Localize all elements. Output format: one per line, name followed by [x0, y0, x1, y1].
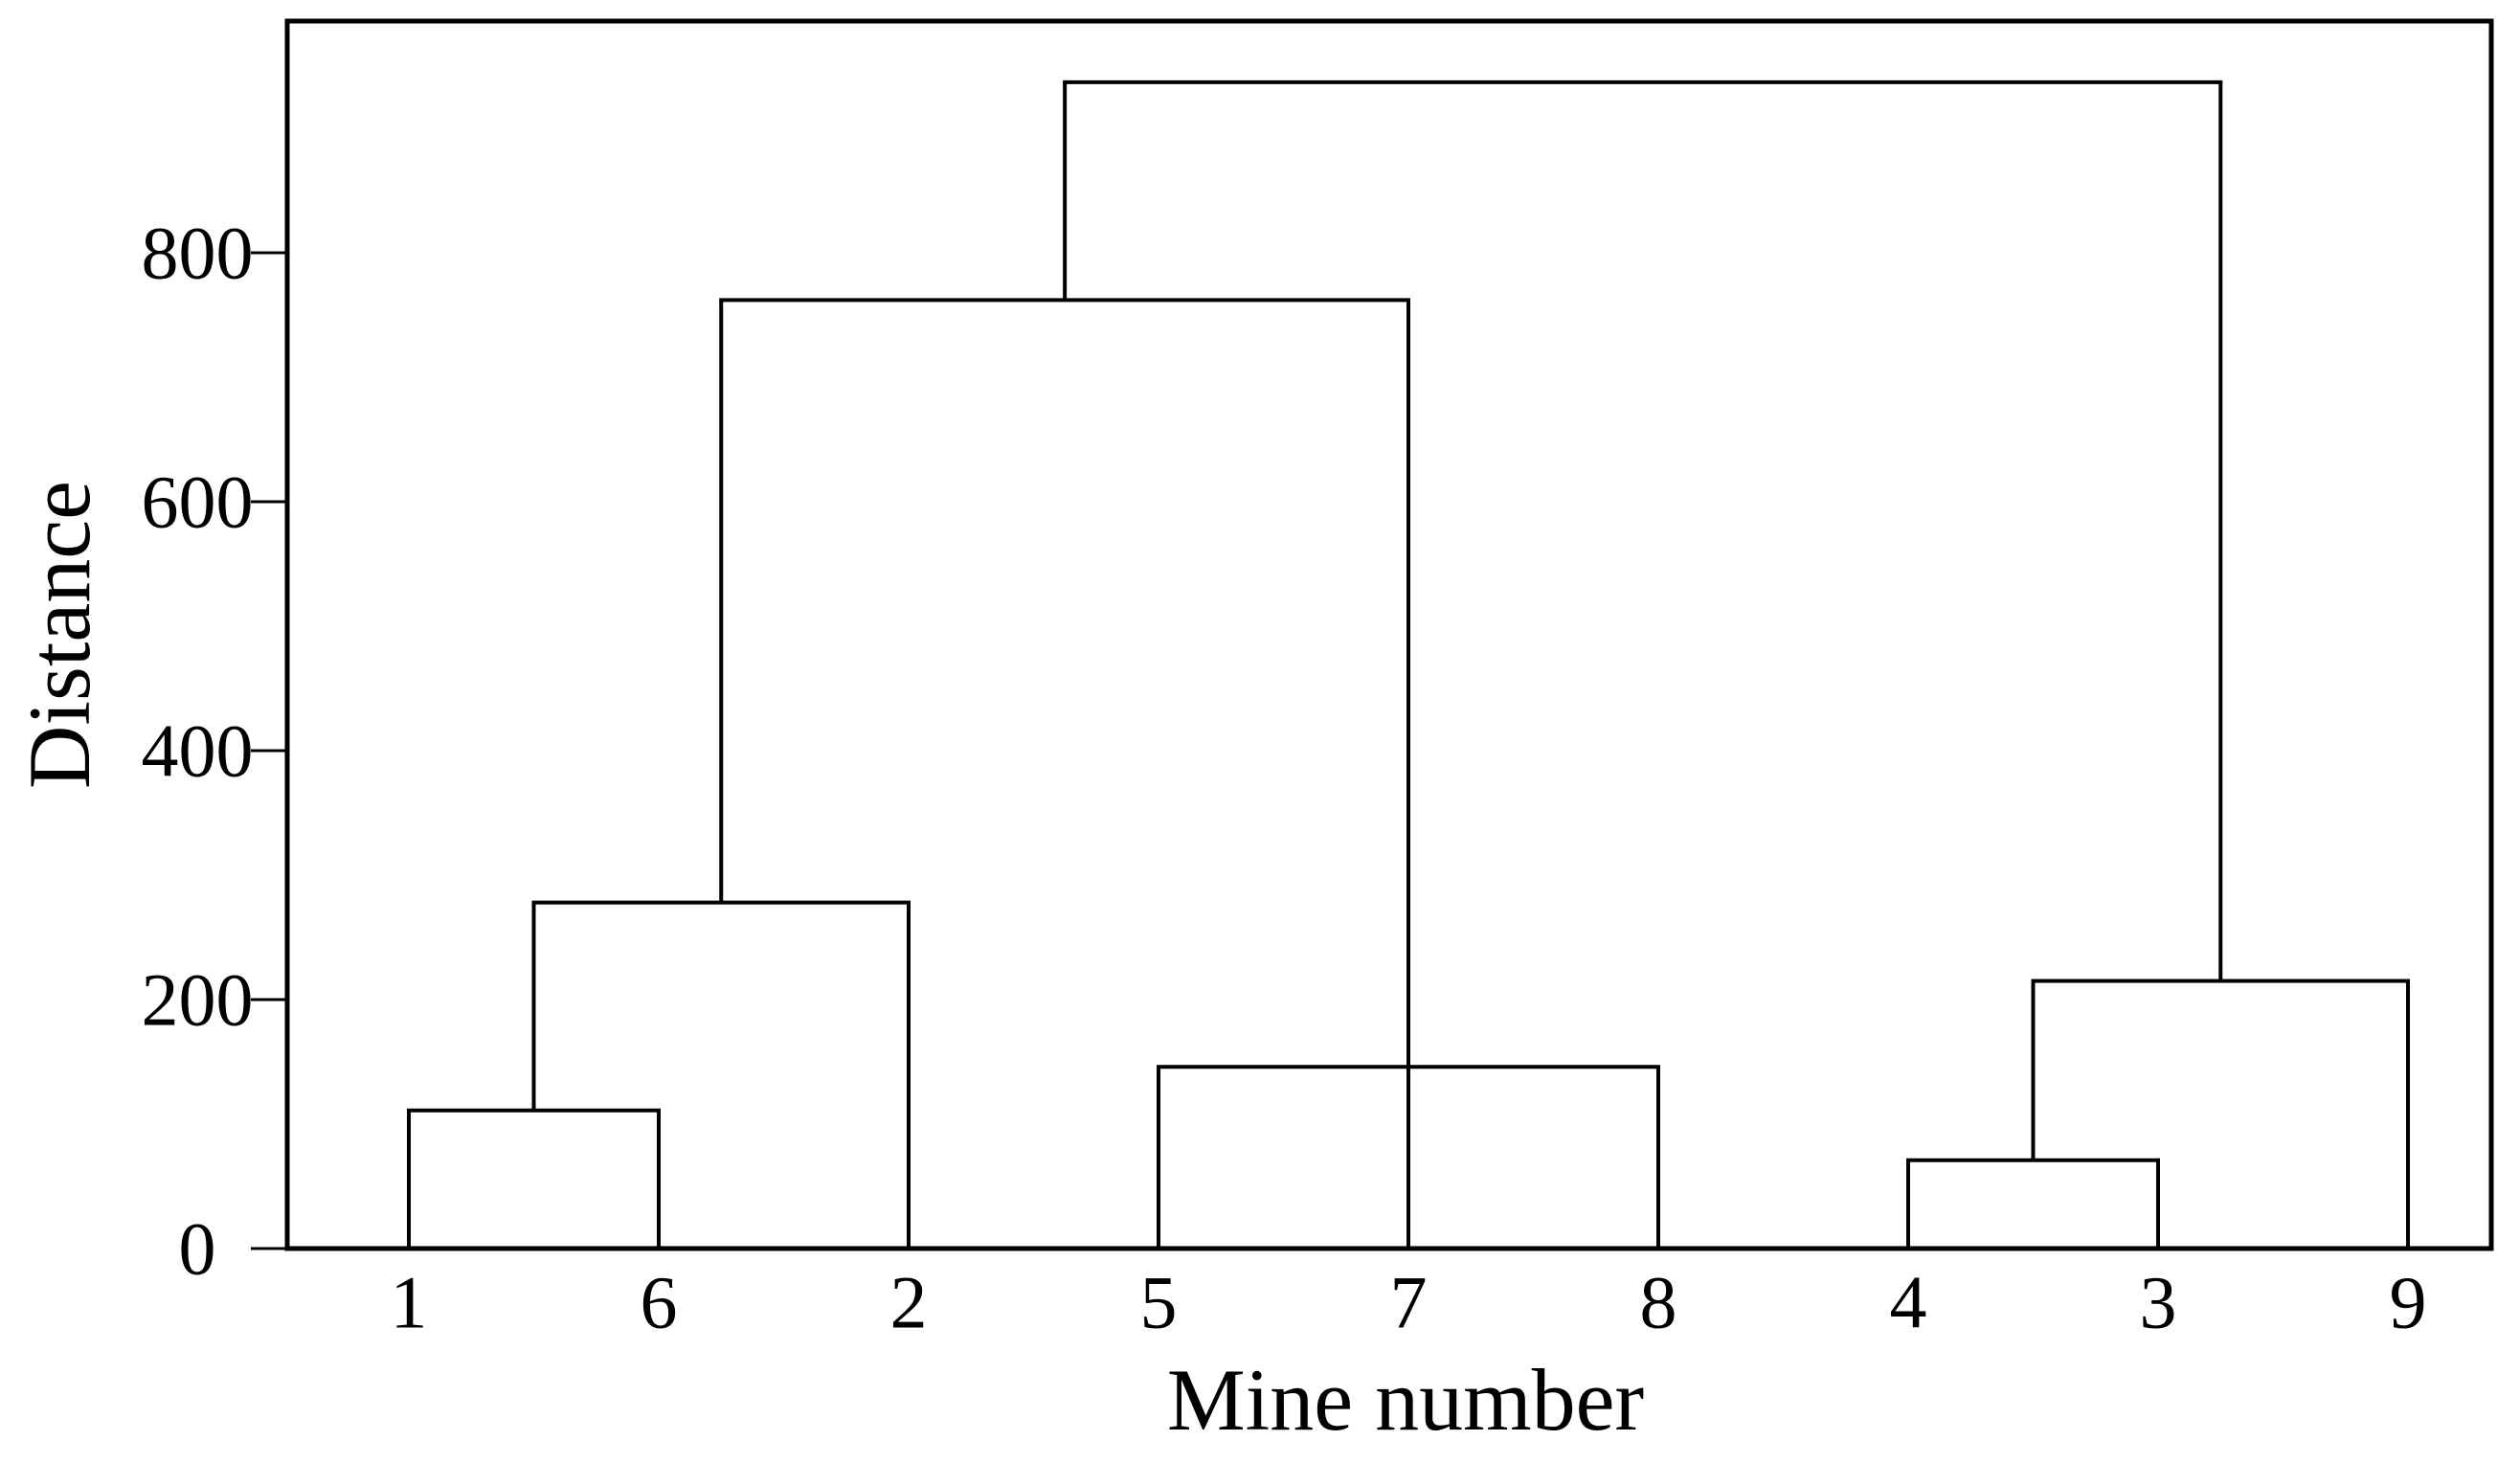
y-tick-label: 400 — [142, 709, 254, 793]
plot-frame — [284, 18, 2494, 1251]
y-tick-label: 0 — [179, 1207, 216, 1291]
leaf-label: 3 — [2140, 1261, 2177, 1344]
x-axis-title: Mine number — [1166, 1351, 1645, 1449]
leaf-label: 7 — [1390, 1261, 1428, 1344]
leaf-label: 8 — [1640, 1261, 1677, 1344]
y-axis-title: Distance — [11, 481, 108, 789]
leaf-label: 6 — [641, 1261, 678, 1344]
leaf-label: 2 — [890, 1261, 928, 1344]
y-tick-label: 600 — [142, 461, 254, 544]
leaf-label: 4 — [1890, 1261, 1927, 1344]
leaf-label: 1 — [391, 1261, 428, 1344]
y-tick-label: 200 — [142, 958, 254, 1042]
y-tick-label: 800 — [142, 212, 254, 295]
leaf-label: 9 — [2390, 1261, 2427, 1344]
leaf-label: 5 — [1140, 1261, 1178, 1344]
